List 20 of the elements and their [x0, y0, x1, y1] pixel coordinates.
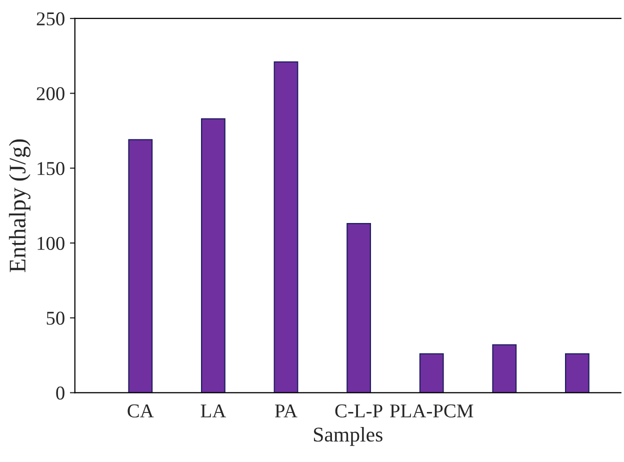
x-tick-label: PA — [275, 404, 298, 418]
x-axis-title: Samples — [314, 427, 382, 446]
y-tick-label: 100 — [38, 236, 64, 250]
x-tick-label: LA — [200, 404, 226, 418]
bar — [128, 139, 153, 393]
x-tick-label: PLA-PCM — [390, 404, 474, 418]
bar — [200, 118, 226, 393]
y-tick-label: 50 — [46, 312, 64, 325]
bar — [564, 353, 590, 393]
bar — [346, 223, 372, 393]
y-tick-label: 150 — [38, 162, 64, 176]
y-tick-label: 250 — [36, 12, 64, 26]
y-tick-label: 0 — [56, 386, 64, 400]
y-tick-label: 200 — [36, 87, 64, 100]
bar — [274, 61, 298, 393]
bar — [419, 353, 444, 393]
x-tick-label: C-L-P — [335, 404, 382, 418]
y-axis-title: Enthalpy (J/g) — [8, 139, 30, 272]
x-tick-label: CA — [128, 404, 154, 418]
bar — [492, 344, 517, 393]
